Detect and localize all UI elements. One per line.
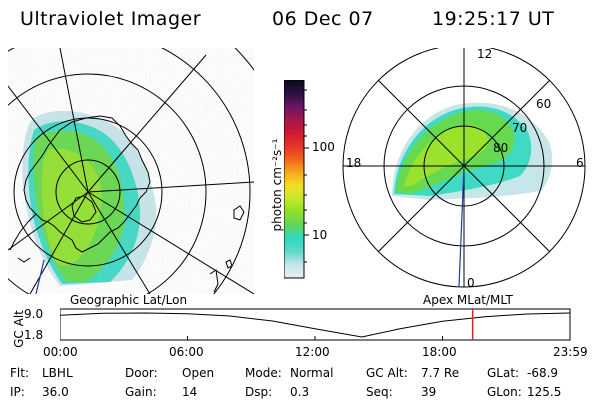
altitude-line (60, 312, 571, 338)
colorbar-tick-label: 100 (312, 140, 335, 154)
info-key: GC Alt: (366, 366, 408, 380)
noise-texture (8, 48, 254, 294)
info-value: LBHL (42, 366, 73, 380)
coastline (23, 115, 151, 253)
mag-aurora-core (404, 124, 488, 186)
ice-shelf (71, 195, 97, 223)
track-marker (35, 259, 45, 294)
mlat-label-70: 70 (512, 121, 528, 135)
timeline-xtick: 23:59 (553, 345, 588, 359)
altitude-timeline (60, 308, 571, 341)
island-outline (209, 269, 219, 293)
colorbar (284, 80, 309, 279)
coastline-peninsula (9, 213, 37, 263)
timeline-frame (60, 308, 571, 341)
timeline-xtick: 18:00 (422, 345, 457, 359)
date-label: 06 Dec 07 (272, 8, 374, 30)
geo-panel-label: Geographic Lat/Lon (70, 293, 188, 307)
mlt-label-18: 18 (346, 156, 362, 170)
timeline-ytick: 1.8 (24, 328, 44, 342)
info-value: Normal (290, 366, 334, 380)
mlt-label-0: 0 (467, 276, 475, 290)
info-key: IP: (10, 385, 25, 399)
timeline-xtick: 12:00 (295, 345, 330, 359)
info-key: Seq: (366, 385, 393, 399)
mlat-label-60: 60 (536, 97, 552, 111)
time-label: 19:25:17 UT (432, 8, 555, 30)
mag-panel-label: Apex MLat/MLT (423, 293, 513, 307)
colorbar-scale (284, 80, 305, 279)
info-value: -68.9 (527, 366, 559, 380)
mlat-label-80: 80 (493, 141, 509, 155)
lat-circle (55, 159, 121, 225)
lat-circle (8, 73, 207, 294)
info-value: 7.7 Re (421, 366, 460, 380)
timeline-xtick: 00:00 (43, 345, 78, 359)
info-key: GLat: (487, 366, 520, 380)
colorbar-label: photon cm⁻²s⁻¹ (270, 138, 284, 232)
meridian-line (87, 191, 151, 294)
info-key: Mode: (245, 366, 282, 380)
mlt-label-12: 12 (477, 47, 493, 61)
timeline-xtick: 06:00 (169, 345, 204, 359)
meridian-line (87, 181, 254, 193)
info-key: Door: (125, 366, 158, 380)
colorbar-tick-label: 10 (312, 228, 328, 242)
lat-circle (8, 48, 251, 294)
info-key: GLon: (487, 385, 522, 399)
info-value: Open (182, 366, 215, 380)
timeline-ytick: 9.0 (24, 307, 44, 321)
mlt-label-6: 6 (576, 156, 584, 170)
meridian-line (8, 85, 89, 193)
info-value: 125.5 (527, 385, 562, 399)
island-outline (233, 205, 245, 221)
info-value: 39 (421, 385, 437, 399)
info-value: 36.0 (42, 385, 69, 399)
info-value: 14 (182, 385, 198, 399)
meridian-line (87, 54, 207, 193)
info-key: Flt: (10, 366, 29, 380)
magnetic-polar-image (342, 48, 586, 288)
track-marker (458, 165, 465, 288)
info-value: 0.3 (290, 385, 310, 399)
island-outline (225, 259, 233, 269)
geographic-image (8, 48, 254, 294)
meridian-line (87, 191, 254, 294)
meridian-line (59, 48, 89, 193)
instrument-title: Ultraviolet Imager (20, 8, 202, 30)
info-key: Dsp: (245, 385, 273, 399)
info-key: Gain: (125, 385, 157, 399)
